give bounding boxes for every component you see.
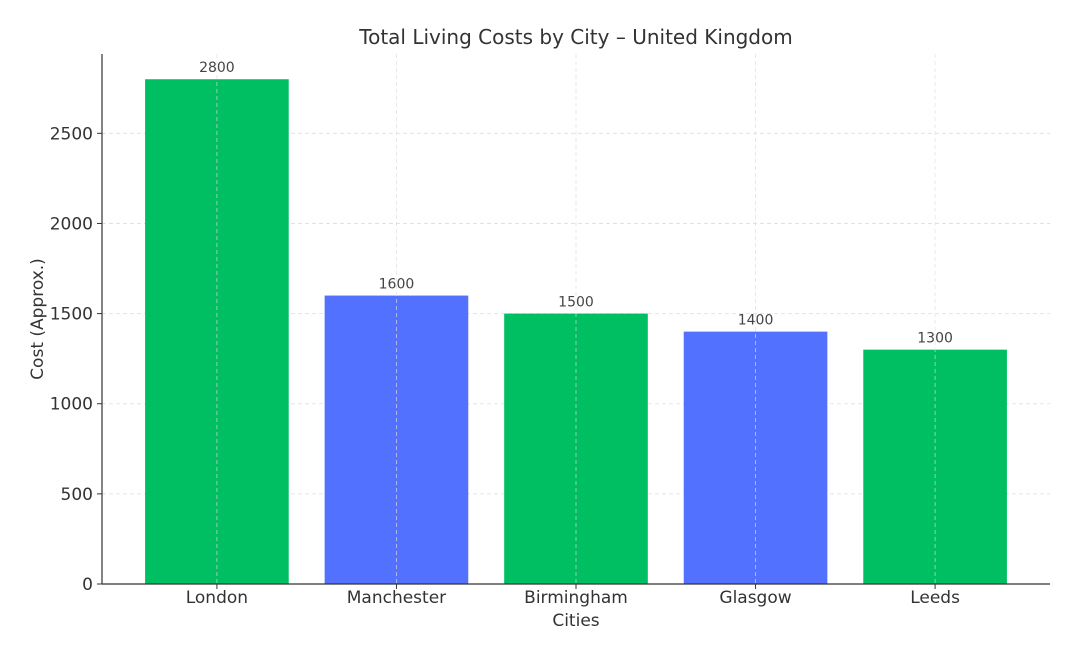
y-ticks: 0 500 1000 1500 2000 2500 [50, 124, 102, 595]
data-label: 1500 [558, 295, 594, 311]
y-tick-label: 1500 [50, 305, 93, 325]
x-axis-label: Cities [552, 611, 599, 631]
x-tick-label: Manchester [347, 588, 446, 608]
x-tick-label: Glasgow [719, 588, 791, 608]
y-tick-label: 500 [61, 485, 93, 505]
y-tick-label: 2500 [50, 124, 93, 144]
bars [145, 79, 1007, 584]
x-tick-label: London [186, 588, 248, 608]
vertical-grid [216, 54, 936, 584]
data-label: 1600 [379, 277, 415, 293]
y-tick-label: 0 [82, 575, 93, 595]
bar-glasgow [683, 331, 828, 584]
bar-london [145, 79, 289, 584]
x-tick-label: Leeds [910, 588, 960, 608]
y-tick-label: 1000 [50, 395, 93, 415]
y-tick-label: 2000 [50, 214, 93, 234]
data-label: 1400 [738, 313, 774, 329]
data-label: 1300 [917, 331, 953, 347]
y-axis-label: Cost (Approx.) [28, 258, 48, 380]
data-labels: 2800 1600 1500 1400 1300 [199, 60, 953, 346]
data-label: 2800 [199, 60, 235, 76]
x-tick-label: Birmingham [524, 588, 628, 608]
x-ticks: London Manchester Birmingham Glasgow Leeds [186, 584, 960, 608]
chart-title: Total Living Costs by City – United King… [358, 25, 792, 49]
